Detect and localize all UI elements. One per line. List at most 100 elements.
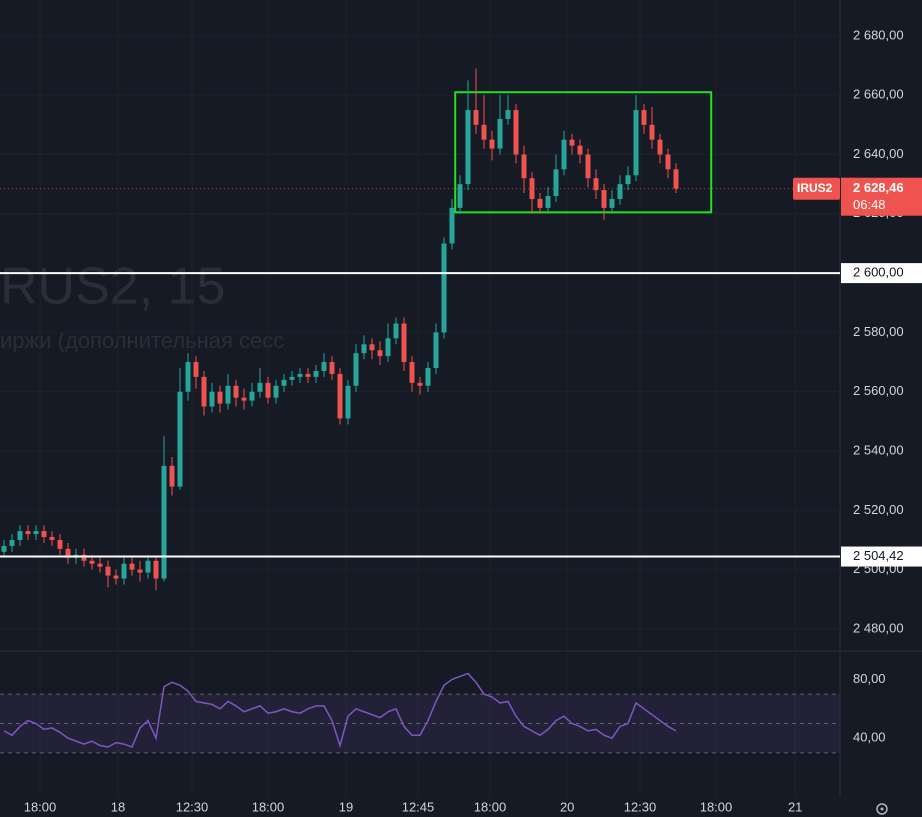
- candle-body: [489, 139, 495, 149]
- y-tick-label: 2 660,00: [853, 87, 904, 102]
- candle-body: [633, 110, 639, 176]
- candle-body: [641, 110, 647, 125]
- level-label: 2 504,42: [853, 548, 904, 563]
- candle-body: [265, 382, 271, 398]
- candle-body: [569, 139, 575, 146]
- y-tick-label: 2 580,00: [853, 324, 904, 339]
- candle-body: [609, 198, 615, 208]
- candle-body: [537, 198, 543, 208]
- candle-body: [353, 353, 359, 386]
- level-label: 2 600,00: [853, 265, 904, 280]
- candle-body: [233, 385, 239, 398]
- candle-body: [297, 373, 303, 377]
- candle-body: [433, 332, 439, 368]
- x-tick-label: 18:00: [252, 799, 285, 814]
- candle-body: [177, 391, 183, 487]
- candle-body: [25, 531, 31, 535]
- candle-body: [345, 385, 351, 419]
- candle-body: [153, 560, 159, 579]
- candle-body: [137, 569, 143, 573]
- candle-body: [273, 385, 279, 398]
- candle-body: [481, 124, 487, 140]
- candle-body: [289, 376, 295, 380]
- candle-body: [521, 154, 527, 179]
- y-tick-label: 2 540,00: [853, 442, 904, 457]
- candle-body: [441, 243, 447, 333]
- level-label-box: [841, 546, 922, 567]
- candle-body: [449, 207, 455, 244]
- watermark-symbol: RUS2, 15: [0, 258, 225, 316]
- x-tick-label: 12:45: [402, 799, 435, 814]
- candle-body: [585, 154, 591, 179]
- last-price-label: 2 628,46: [853, 180, 904, 195]
- candle-body: [361, 344, 367, 354]
- candle-body: [193, 362, 199, 377]
- candle-body: [601, 190, 607, 208]
- symbol-label: IRUS2: [797, 181, 833, 195]
- x-tick-label: 12:30: [176, 799, 209, 814]
- candle-body: [625, 175, 631, 185]
- candle-body: [553, 169, 559, 197]
- candle-body: [257, 382, 263, 392]
- y-tick-label: 2 560,00: [853, 383, 904, 398]
- y-tick-label: 2 640,00: [853, 146, 904, 161]
- symbol-box: [793, 177, 840, 200]
- settings-icon[interactable]: [876, 803, 888, 815]
- candle-body: [281, 379, 287, 386]
- candle-body: [241, 397, 247, 401]
- candle-body: [561, 139, 567, 170]
- candle-body: [209, 391, 215, 407]
- candle-body: [657, 139, 663, 155]
- y-tick-label: 2 480,00: [853, 620, 904, 635]
- candle-body: [497, 118, 503, 149]
- range-box: [454, 91, 713, 214]
- candle-body: [385, 338, 391, 357]
- candle-body: [545, 196, 551, 208]
- candle-body: [321, 362, 327, 371]
- candle-body: [57, 539, 63, 549]
- indicator-tick-label: 40,00: [853, 730, 886, 745]
- candle-body: [329, 362, 335, 374]
- candle-body: [401, 323, 407, 363]
- candle-body: [505, 110, 511, 119]
- level-label-box: [841, 263, 922, 284]
- candle-body: [97, 563, 103, 567]
- candle-body: [377, 350, 383, 357]
- x-tick-label: 20: [560, 799, 574, 814]
- candle-body: [41, 531, 47, 538]
- x-tick-label: 18:00: [700, 799, 733, 814]
- candle-body: [649, 124, 655, 140]
- candle-body: [33, 531, 39, 535]
- indicator-tick-label: 80,00: [853, 671, 886, 686]
- candle-body: [529, 178, 535, 199]
- candle-body: [513, 110, 519, 155]
- candle-body: [465, 110, 471, 185]
- x-tick-label: 18: [111, 799, 125, 814]
- watermark-exchange: иржи (дополнительная сесс: [0, 328, 284, 353]
- candle-body: [225, 385, 231, 404]
- y-tick-label: 2 520,00: [853, 502, 904, 517]
- candle-body: [217, 391, 223, 404]
- candle-body: [425, 367, 431, 386]
- candle-body: [473, 110, 479, 125]
- candle-body: [201, 376, 207, 407]
- candle-body: [145, 560, 151, 573]
- candle-body: [417, 382, 423, 386]
- candle-body: [409, 362, 415, 383]
- indicator-line: [3, 672, 677, 749]
- candle-body: [337, 373, 343, 419]
- candle-body: [185, 362, 191, 392]
- candle-body: [121, 563, 127, 579]
- x-tick-label: 12:30: [624, 799, 657, 814]
- x-tick-label: 18:00: [474, 799, 507, 814]
- candle-body: [89, 560, 95, 564]
- x-tick-label: 18:00: [24, 799, 57, 814]
- candle-body: [249, 391, 255, 401]
- candle-body: [81, 554, 87, 561]
- x-tick-label: 21: [788, 799, 802, 814]
- candle-body: [305, 373, 311, 377]
- last-price-box: [841, 177, 922, 216]
- candle-body: [617, 184, 623, 199]
